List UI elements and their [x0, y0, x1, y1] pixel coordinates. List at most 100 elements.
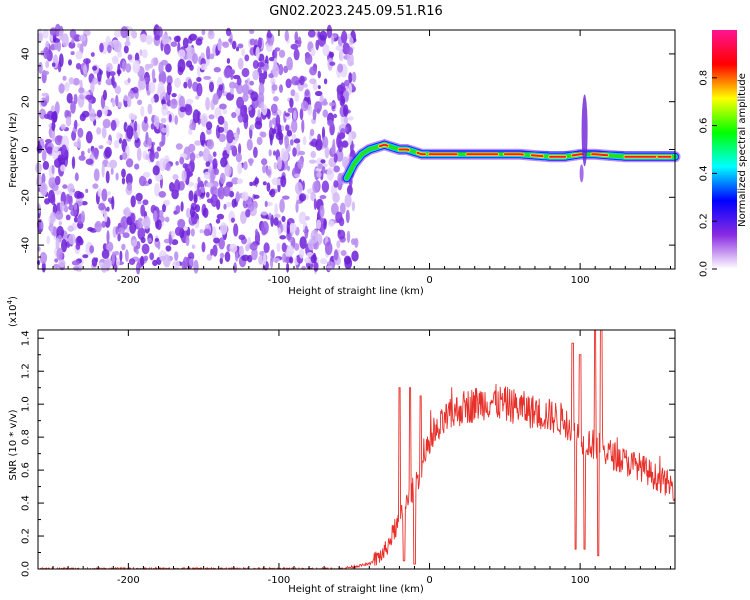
noise-speckle	[196, 82, 203, 97]
noise-speckle	[158, 70, 167, 85]
noise-speckle	[127, 95, 132, 108]
noise-speckle	[247, 254, 253, 263]
noise-speckle	[121, 151, 128, 160]
noise-speckle	[125, 249, 129, 262]
noise-speckle	[242, 93, 249, 102]
noise-speckle	[266, 108, 271, 120]
noise-speckle	[316, 108, 321, 114]
noise-speckle	[147, 137, 152, 147]
noise-speckle	[67, 183, 75, 193]
noise-speckle	[70, 100, 76, 114]
noise-speckle	[171, 239, 179, 246]
noise-speckle	[236, 77, 242, 86]
noise-speckle	[182, 163, 188, 169]
noise-speckle	[340, 82, 346, 91]
noise-speckle	[69, 29, 77, 39]
noise-speckle	[260, 131, 267, 138]
noise-speckle	[344, 79, 350, 87]
noise-speckle	[271, 84, 278, 91]
noise-speckle	[286, 231, 292, 241]
noise-speckle	[109, 159, 118, 169]
noise-speckle	[205, 97, 211, 111]
noise-speckle	[110, 119, 117, 131]
noise-speckle	[339, 202, 346, 215]
spectrogram-ylabel: Frequency (Hz)	[8, 112, 19, 188]
noise-speckle	[223, 185, 231, 197]
noise-speckle	[335, 45, 344, 51]
noise-speckle	[284, 30, 289, 42]
noise-speckle	[229, 81, 236, 90]
noise-speckle	[70, 209, 78, 217]
noise-speckle	[154, 183, 160, 197]
noise-speckle	[286, 130, 293, 137]
noise-speckle	[121, 243, 126, 251]
noise-speckle	[103, 210, 108, 223]
noise-speckle	[71, 38, 75, 44]
noise-speckle	[115, 94, 119, 107]
noise-speckle	[293, 48, 300, 61]
noise-speckle	[137, 122, 141, 137]
noise-speckle	[301, 119, 305, 133]
noise-speckle	[201, 241, 206, 253]
noise-speckle	[309, 159, 317, 164]
noise-speckle	[335, 148, 344, 162]
noise-speckle	[194, 140, 202, 146]
noise-speckle	[65, 116, 72, 127]
noise-speckle	[118, 227, 125, 235]
noise-speckle	[116, 132, 121, 140]
noise-speckle	[166, 75, 173, 86]
noise-speckle	[77, 93, 85, 108]
noise-speckle	[41, 92, 49, 97]
noise-speckle	[205, 46, 211, 60]
noise-speckles	[35, 23, 359, 275]
noise-speckle	[62, 184, 68, 189]
noise-speckle	[231, 198, 237, 208]
noise-speckle	[128, 258, 136, 265]
noise-speckle	[134, 163, 140, 170]
colorbar-tick-label: 0.0	[699, 261, 710, 277]
noise-speckle	[317, 70, 321, 79]
noise-speckle	[338, 132, 346, 140]
colorbar-gradient	[712, 30, 737, 269]
noise-speckle	[185, 235, 190, 247]
noise-speckle	[246, 139, 253, 151]
noise-speckle	[125, 158, 134, 168]
noise-speckle	[89, 108, 96, 122]
noise-speckle	[237, 43, 244, 49]
noise-speckle	[165, 63, 172, 73]
noise-speckle	[54, 190, 62, 196]
noise-speckle	[71, 156, 76, 169]
noise-speckle	[96, 109, 103, 118]
noise-speckle	[156, 146, 162, 152]
noise-speckle	[337, 63, 344, 73]
noise-speckle	[66, 93, 73, 104]
noise-speckle	[121, 60, 126, 72]
noise-speckle	[120, 26, 129, 39]
noise-speckle	[115, 172, 119, 181]
noise-speckle	[143, 255, 149, 262]
noise-speckle	[292, 110, 297, 121]
noise-speckle	[175, 143, 183, 150]
noise-speckle	[67, 225, 74, 232]
snr-panel: -200 -100 0 100 0.0 0.2 0.4 0.6 0.8 1.0 1.2 1.4 Hei…	[6, 296, 676, 595]
noise-speckle	[329, 61, 336, 66]
noise-speckle	[140, 204, 146, 217]
noise-speckle	[317, 85, 321, 90]
noise-speckle	[212, 93, 219, 105]
noise-speckle	[156, 219, 162, 231]
noise-speckle	[319, 195, 327, 200]
noise-speckle	[228, 145, 237, 151]
noise-speckle	[54, 258, 59, 263]
noise-speckle	[102, 118, 111, 129]
noise-speckle	[244, 79, 248, 85]
noise-speckle	[195, 95, 200, 100]
noise-speckle	[100, 263, 108, 273]
noise-speckle	[351, 201, 356, 212]
spectrogram-xtick-label: 0	[426, 275, 432, 286]
noise-speckle	[123, 208, 129, 216]
noise-speckle	[149, 149, 155, 163]
noise-speckle	[301, 265, 306, 271]
noise-speckle	[50, 111, 58, 123]
noise-speckle	[147, 237, 152, 243]
noise-speckle	[170, 41, 178, 47]
